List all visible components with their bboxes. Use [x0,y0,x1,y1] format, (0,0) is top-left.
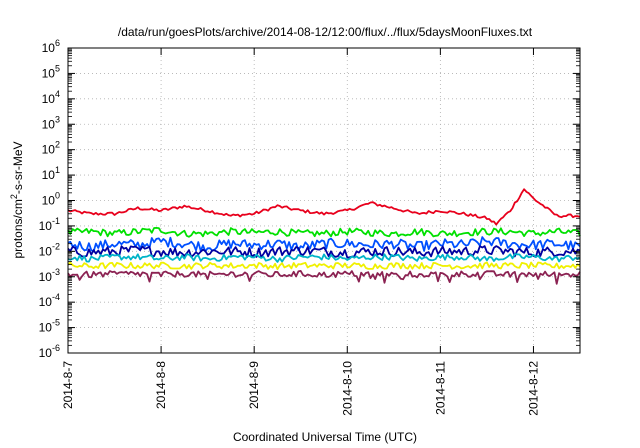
y-tick-base: 10 [39,321,53,335]
y-tick-exponent: 3 [55,114,60,124]
grid-lines [68,48,580,353]
series-line [67,226,581,238]
y-tick-exponent: -4 [52,292,60,302]
y-tick-base: 10 [42,66,56,80]
series-line [67,236,581,253]
y-tick-label: 103 [42,114,60,131]
series-line [67,188,581,226]
y-tick-exponent: -3 [52,267,60,277]
chart-title: /data/run/goesPlots/archive/2014-08-12/1… [118,25,533,39]
y-tick-exponent: -2 [52,241,60,251]
x-axis-ticks: 2014-8-7 2014-8-8 2014-8-9 2014-8-10 2014-8-… [61,48,540,416]
series-line [67,269,581,285]
y-tick-label: 10-1 [39,216,60,233]
series-line [67,253,581,263]
y-tick-label: 105 [42,63,60,80]
y-axis-label: protons/cm2-s-sr-MeV [9,141,25,258]
y-tick-exponent: -6 [52,343,60,353]
y-tick-base: 10 [42,168,56,182]
y-tick-label: 10-3 [39,267,60,284]
y-tick-exponent: 0 [55,191,60,201]
y-tick-label: 101 [42,165,60,182]
y-tick-label: 10-5 [39,318,60,335]
y-tick-base: 10 [39,219,53,233]
y-tick-label: 100 [42,191,60,208]
y-tick-base: 10 [42,143,56,157]
y-axis-label-suffix: -s-sr-MeV [11,141,25,194]
x-tick-label: 2014-8-11 [433,361,447,415]
y-tick-label: 104 [42,89,60,106]
y-tick-exponent: 2 [55,140,60,150]
series-group [67,188,581,285]
y-tick-label: 10-6 [39,343,60,360]
y-tick-base: 10 [39,295,53,309]
y-tick-base: 10 [42,41,56,55]
y-tick-exponent: 1 [55,165,60,175]
x-tick-label: 2014-8-12 [526,361,540,416]
y-tick-base: 10 [39,244,53,258]
y-tick-base: 10 [42,194,56,208]
y-tick-base: 10 [39,346,53,360]
y-axis-label-prefix: protons/cm [11,199,25,258]
y-tick-exponent: 5 [55,63,60,73]
y-tick-base: 10 [42,117,56,131]
y-tick-exponent: -5 [52,318,60,328]
y-tick-label: 102 [42,140,60,157]
y-tick-base: 10 [42,92,56,106]
y-tick-base: 10 [39,270,53,284]
y-tick-label: 10-4 [39,292,60,309]
x-tick-label: 2014-8-8 [154,361,168,409]
x-tick-label: 2014-8-9 [247,361,261,409]
x-axis-label: Coordinated Universal Time (UTC) [233,430,417,444]
y-axis-label-superscript: 2 [9,194,19,199]
series-line [67,261,581,271]
x-tick-label: 2014-8-10 [340,361,354,416]
y-tick-exponent: 4 [55,89,60,99]
x-tick-label: 2014-8-7 [61,361,75,409]
series-line [67,245,581,259]
y-tick-label: 10-2 [39,241,60,258]
y-tick-label: 106 [42,38,60,55]
y-tick-exponent: 6 [55,38,60,48]
y-axis-ticks: 10-610-510-410-310-210-11001011021031041… [39,38,580,360]
y-tick-exponent: -1 [52,216,60,226]
